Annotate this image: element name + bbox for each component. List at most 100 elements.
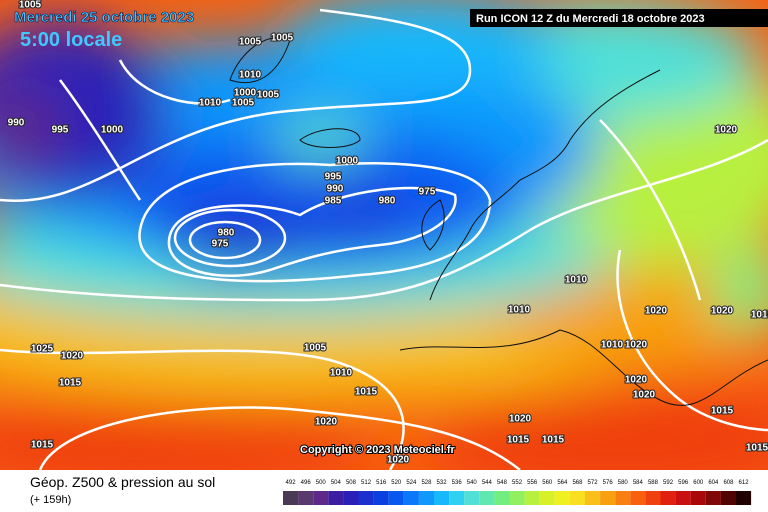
isobar-label: 1000 [234,88,257,99]
isobars [0,8,768,470]
legend-label: 516 [376,480,387,486]
isobar-label: 1010 [565,275,588,286]
isobar-label: 975 [212,239,229,250]
legend-label: 520 [391,480,402,486]
legend-label: 592 [663,480,674,486]
legend-swatch [464,491,480,505]
isobar-label: 1020 [625,340,648,351]
legend-swatch [343,491,359,505]
isobar-label: 995 [52,125,69,136]
isobar-label: 985 [325,196,342,207]
isobar-label: 1020 [509,414,532,425]
isobar-label: 1005 [239,37,262,48]
legend-label: 580 [618,480,629,486]
legend-swatch [509,491,525,505]
legend-swatch [554,491,570,505]
legend-label: 532 [437,480,448,486]
legend-label: 500 [316,480,327,486]
isobar-label: 1005 [271,33,294,44]
isobar-label: 1015 [711,406,734,417]
isobar-label: 1000 [101,125,124,136]
legend-swatch [645,491,661,505]
legend-label: 536 [452,480,463,486]
legend-label: 508 [346,480,357,486]
coastlines [229,36,768,406]
isobar-label: 1010 [601,340,624,351]
legend-label: 528 [421,480,432,486]
isobar-label: 980 [218,228,235,239]
isobar-label: 1015 [59,378,82,389]
isobar-label: 1020 [625,375,648,386]
legend-label: 544 [482,480,493,486]
legend-swatch [283,491,299,505]
legend-label: 512 [361,480,372,486]
isobar-label: 975 [419,187,436,198]
isobar-label: 1010 [239,70,262,81]
isobar-label: 1010 [199,98,222,109]
run: Run ICON 12 Z du Mercredi 18 octobre 202… [476,13,705,25]
legend-label: 584 [633,480,644,486]
legend-label: 492 [286,480,297,486]
run-box [470,9,768,27]
legend-swatch [434,491,450,505]
time: 5:00 locale [20,29,122,51]
legend-label: 608 [723,480,734,486]
legend-swatch [418,491,434,505]
field [0,0,768,470]
legend-swatch [403,491,419,505]
legend-swatch [479,491,495,505]
isobar-label: 1015 [355,387,378,398]
isobar-label: 1005 [257,90,280,101]
isobar-label: 1020 [715,125,738,136]
legend-swatch [585,491,601,505]
isobar-label: 995 [325,172,342,183]
legend-swatch [494,491,510,505]
isobar-label: 1015 [751,310,768,321]
legend-label: 552 [512,480,523,486]
legend-label: 568 [572,480,583,486]
legend-swatch [539,491,555,505]
legend-label: 572 [588,480,599,486]
isobar-label: 1015 [542,435,565,446]
legend-swatch [569,491,585,505]
legend-swatch [373,491,389,505]
date: Mercredi 25 octobre 2023 [14,9,194,26]
legend-swatch [720,491,736,505]
isobar-label: 1005 [232,98,255,109]
legend-swatch [313,491,329,505]
legend-label: 560 [542,480,553,486]
legend-swatch [690,491,706,505]
legend-swatch [630,491,646,505]
legend-swatch [298,491,314,505]
legend-label: 604 [708,480,719,486]
isobar-label: 1010 [508,305,531,316]
legend-swatch [615,491,631,505]
legend-label: 548 [497,480,508,486]
legend-label: 504 [331,480,342,486]
isobar-label: 1005 [19,0,42,11]
copyright: Copyright © 2023 Meteociel.fr [300,444,456,456]
legend-label: 556 [527,480,538,486]
legend-swatch [660,491,676,505]
isobar-label: 1000 [336,156,359,167]
legend-swatch [328,491,344,505]
isobar-label: 1020 [711,306,734,317]
isobar-label: 1015 [507,435,530,446]
legend-swatch [736,491,752,505]
legend-label: 540 [467,480,478,486]
isobar-label: 1020 [315,417,338,428]
isobar-label: 1020 [645,306,668,317]
legend-label: 612 [739,480,750,486]
legend-swatch [358,491,374,505]
isobar-label: 1020 [387,455,410,466]
legend-swatch [449,491,465,505]
legend-label: 564 [557,480,568,486]
legend-swatch [675,491,691,505]
isobar-label: 990 [8,118,25,129]
legend-swatch [600,491,616,505]
isobar-label: 1015 [31,440,54,451]
legend-label: 600 [693,480,704,486]
legend-swatch [705,491,721,505]
isobar-label: 990 [327,184,344,195]
